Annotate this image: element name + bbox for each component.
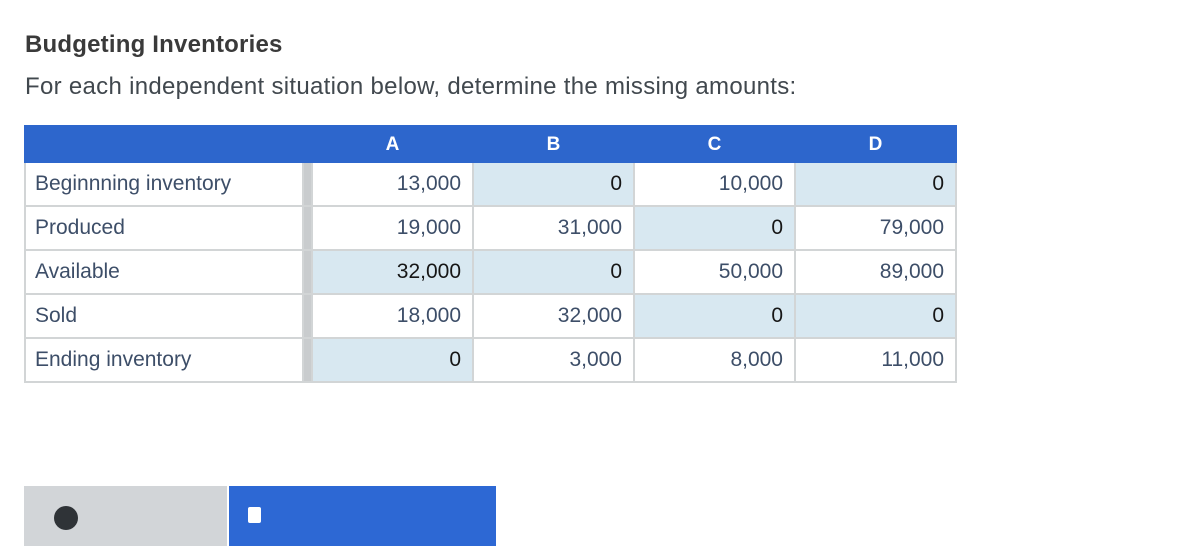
cell-ending-d[interactable]: 11,000 (796, 339, 955, 381)
cell-beginning-b[interactable]: 0 (474, 163, 633, 205)
inventory-table: A B C D Beginnning inventory 13,000 0 10… (24, 125, 957, 383)
table-body: Beginnning inventory 13,000 0 10,000 0 P… (24, 163, 957, 383)
column-header-d: D (868, 134, 883, 155)
cell-sold-a[interactable]: 18,000 (313, 295, 472, 337)
cell-ending-b[interactable]: 3,000 (474, 339, 633, 381)
footer-button-primary[interactable] (229, 486, 496, 546)
table-header-row: A B C D (24, 125, 957, 163)
partial-document-icon (248, 507, 261, 523)
partial-circle-icon (54, 506, 78, 530)
column-gap (304, 339, 311, 381)
cell-available-d[interactable]: 89,000 (796, 251, 955, 293)
cell-beginning-a[interactable]: 13,000 (313, 163, 472, 205)
column-gap (304, 163, 311, 205)
cell-produced-a[interactable]: 19,000 (313, 207, 472, 249)
footer-button-secondary[interactable] (24, 486, 227, 546)
header-spacer-cell (26, 127, 302, 163)
cell-available-c[interactable]: 50,000 (635, 251, 794, 293)
row-label-beginning-inventory: Beginnning inventory (26, 163, 302, 205)
cell-sold-c[interactable]: 0 (635, 295, 794, 337)
row-label-ending-inventory: Ending inventory (26, 339, 302, 381)
cell-beginning-d[interactable]: 0 (796, 163, 955, 205)
column-gap (304, 295, 311, 337)
row-label-available: Available (26, 251, 302, 293)
column-gap (304, 207, 311, 249)
row-label-produced: Produced (26, 207, 302, 249)
column-header-a: A (385, 134, 400, 155)
cell-available-a[interactable]: 32,000 (313, 251, 472, 293)
page: Budgeting Inventories For each independe… (24, 31, 957, 546)
cell-produced-b[interactable]: 31,000 (474, 207, 633, 249)
column-header-b: B (546, 134, 561, 155)
page-instructions: For each independent situation below, de… (25, 73, 797, 100)
cell-available-b[interactable]: 0 (474, 251, 633, 293)
row-label-sold: Sold (26, 295, 302, 337)
cell-produced-d[interactable]: 79,000 (796, 207, 955, 249)
header-gap-cell (304, 127, 311, 163)
cell-beginning-c[interactable]: 10,000 (635, 163, 794, 205)
column-gap (304, 251, 311, 293)
cell-ending-c[interactable]: 8,000 (635, 339, 794, 381)
cell-produced-c[interactable]: 0 (635, 207, 794, 249)
cell-ending-a[interactable]: 0 (313, 339, 472, 381)
column-header-c: C (707, 134, 722, 155)
cell-sold-b[interactable]: 32,000 (474, 295, 633, 337)
cell-sold-d[interactable]: 0 (796, 295, 955, 337)
page-title: Budgeting Inventories (25, 31, 283, 58)
